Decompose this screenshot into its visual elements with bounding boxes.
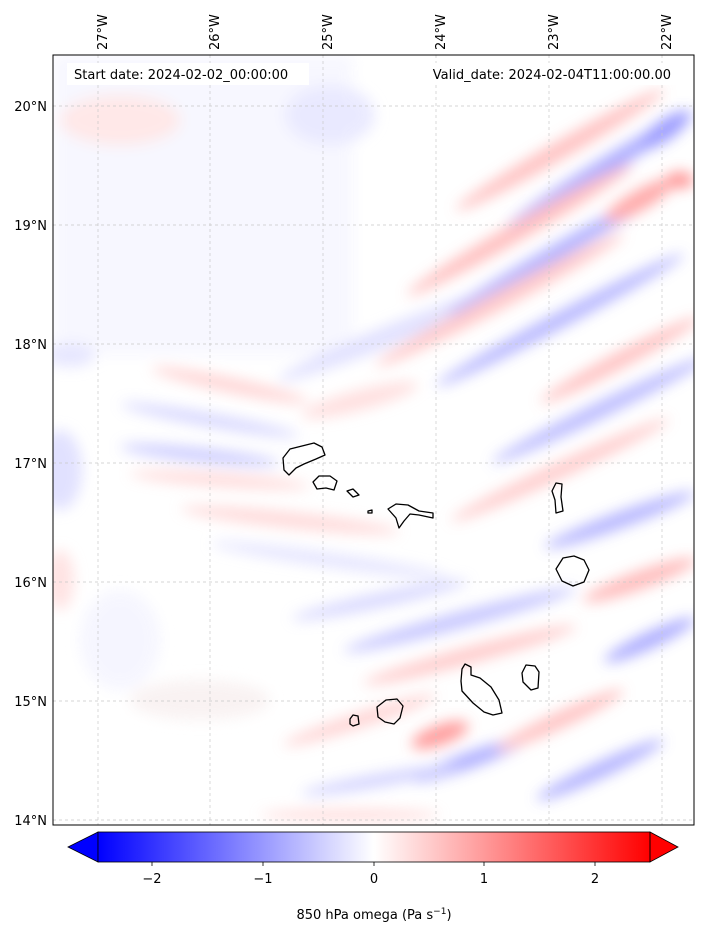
lon-label-23w: 23°W [547,14,562,50]
lat-label-18n: 18°N [14,338,47,353]
colorbar-extend-low [67,831,99,863]
colorbar-tick-m1: −1 [253,872,272,887]
omega-field [53,55,694,820]
lat-label-20n: 20°N [14,100,47,115]
island-sao-nicolau [387,503,434,529]
coastlines [282,442,590,727]
colorbar-label-sup: −1 [433,907,446,917]
island-sao-vicente [312,475,338,491]
island-brava [349,714,360,727]
valid-date-box [410,63,677,85]
lon-label-22w: 22°W [660,14,675,50]
lat-label-19n: 19°N [14,219,47,234]
colorbar: −2 −1 0 1 2 850 hPa omega (Pa s−1) [67,831,679,923]
lat-label-17n: 17°N [14,457,47,472]
island-santiago [460,663,503,716]
lat-label-16n: 16°N [14,576,47,591]
latitude-labels: 20°N 19°N 18°N 17°N 16°N 15°N 14°N [14,100,47,829]
island-boa-vista [555,555,590,587]
lon-label-26w: 26°W [208,14,223,50]
longitude-labels: 27°W 26°W 25°W 24°W 23°W 22°W [96,14,675,50]
island-fogo [376,698,404,725]
island-santo-antao [282,442,326,476]
colorbar-label-end: ) [446,908,451,923]
colorbar-tick-m2: −2 [142,872,161,887]
islet-raso [367,509,373,514]
island-sal [551,482,564,514]
colorbar-tick-1: 1 [480,872,488,887]
colorbar-body [98,832,650,862]
lat-label-15n: 15°N [14,695,47,710]
start-date-text: Start date: 2024-02-02_00:00:00 [74,68,288,83]
island-santa-luzia [346,488,360,498]
colorbar-label-main: 850 hPa omega (Pa s [296,908,433,923]
colorbar-tick-0: 0 [370,872,378,887]
valid-date-text: Valid_date: 2024-02-04T11:00:00.00 [433,68,671,83]
colorbar-tick-2: 2 [591,872,599,887]
start-date-box [67,63,309,85]
island-maio [521,664,540,691]
lon-label-27w: 27°W [96,14,111,50]
lat-label-14n: 14°N [14,814,47,829]
gridlines [53,55,694,825]
map-panel: Start date: 2024-02-02_00:00:00 Valid_da… [52,54,695,826]
colorbar-label: 850 hPa omega (Pa s−1) [296,907,451,923]
lon-label-25w: 25°W [321,14,336,50]
colorbar-extend-high [649,831,679,863]
lon-label-24w: 24°W [434,14,449,50]
